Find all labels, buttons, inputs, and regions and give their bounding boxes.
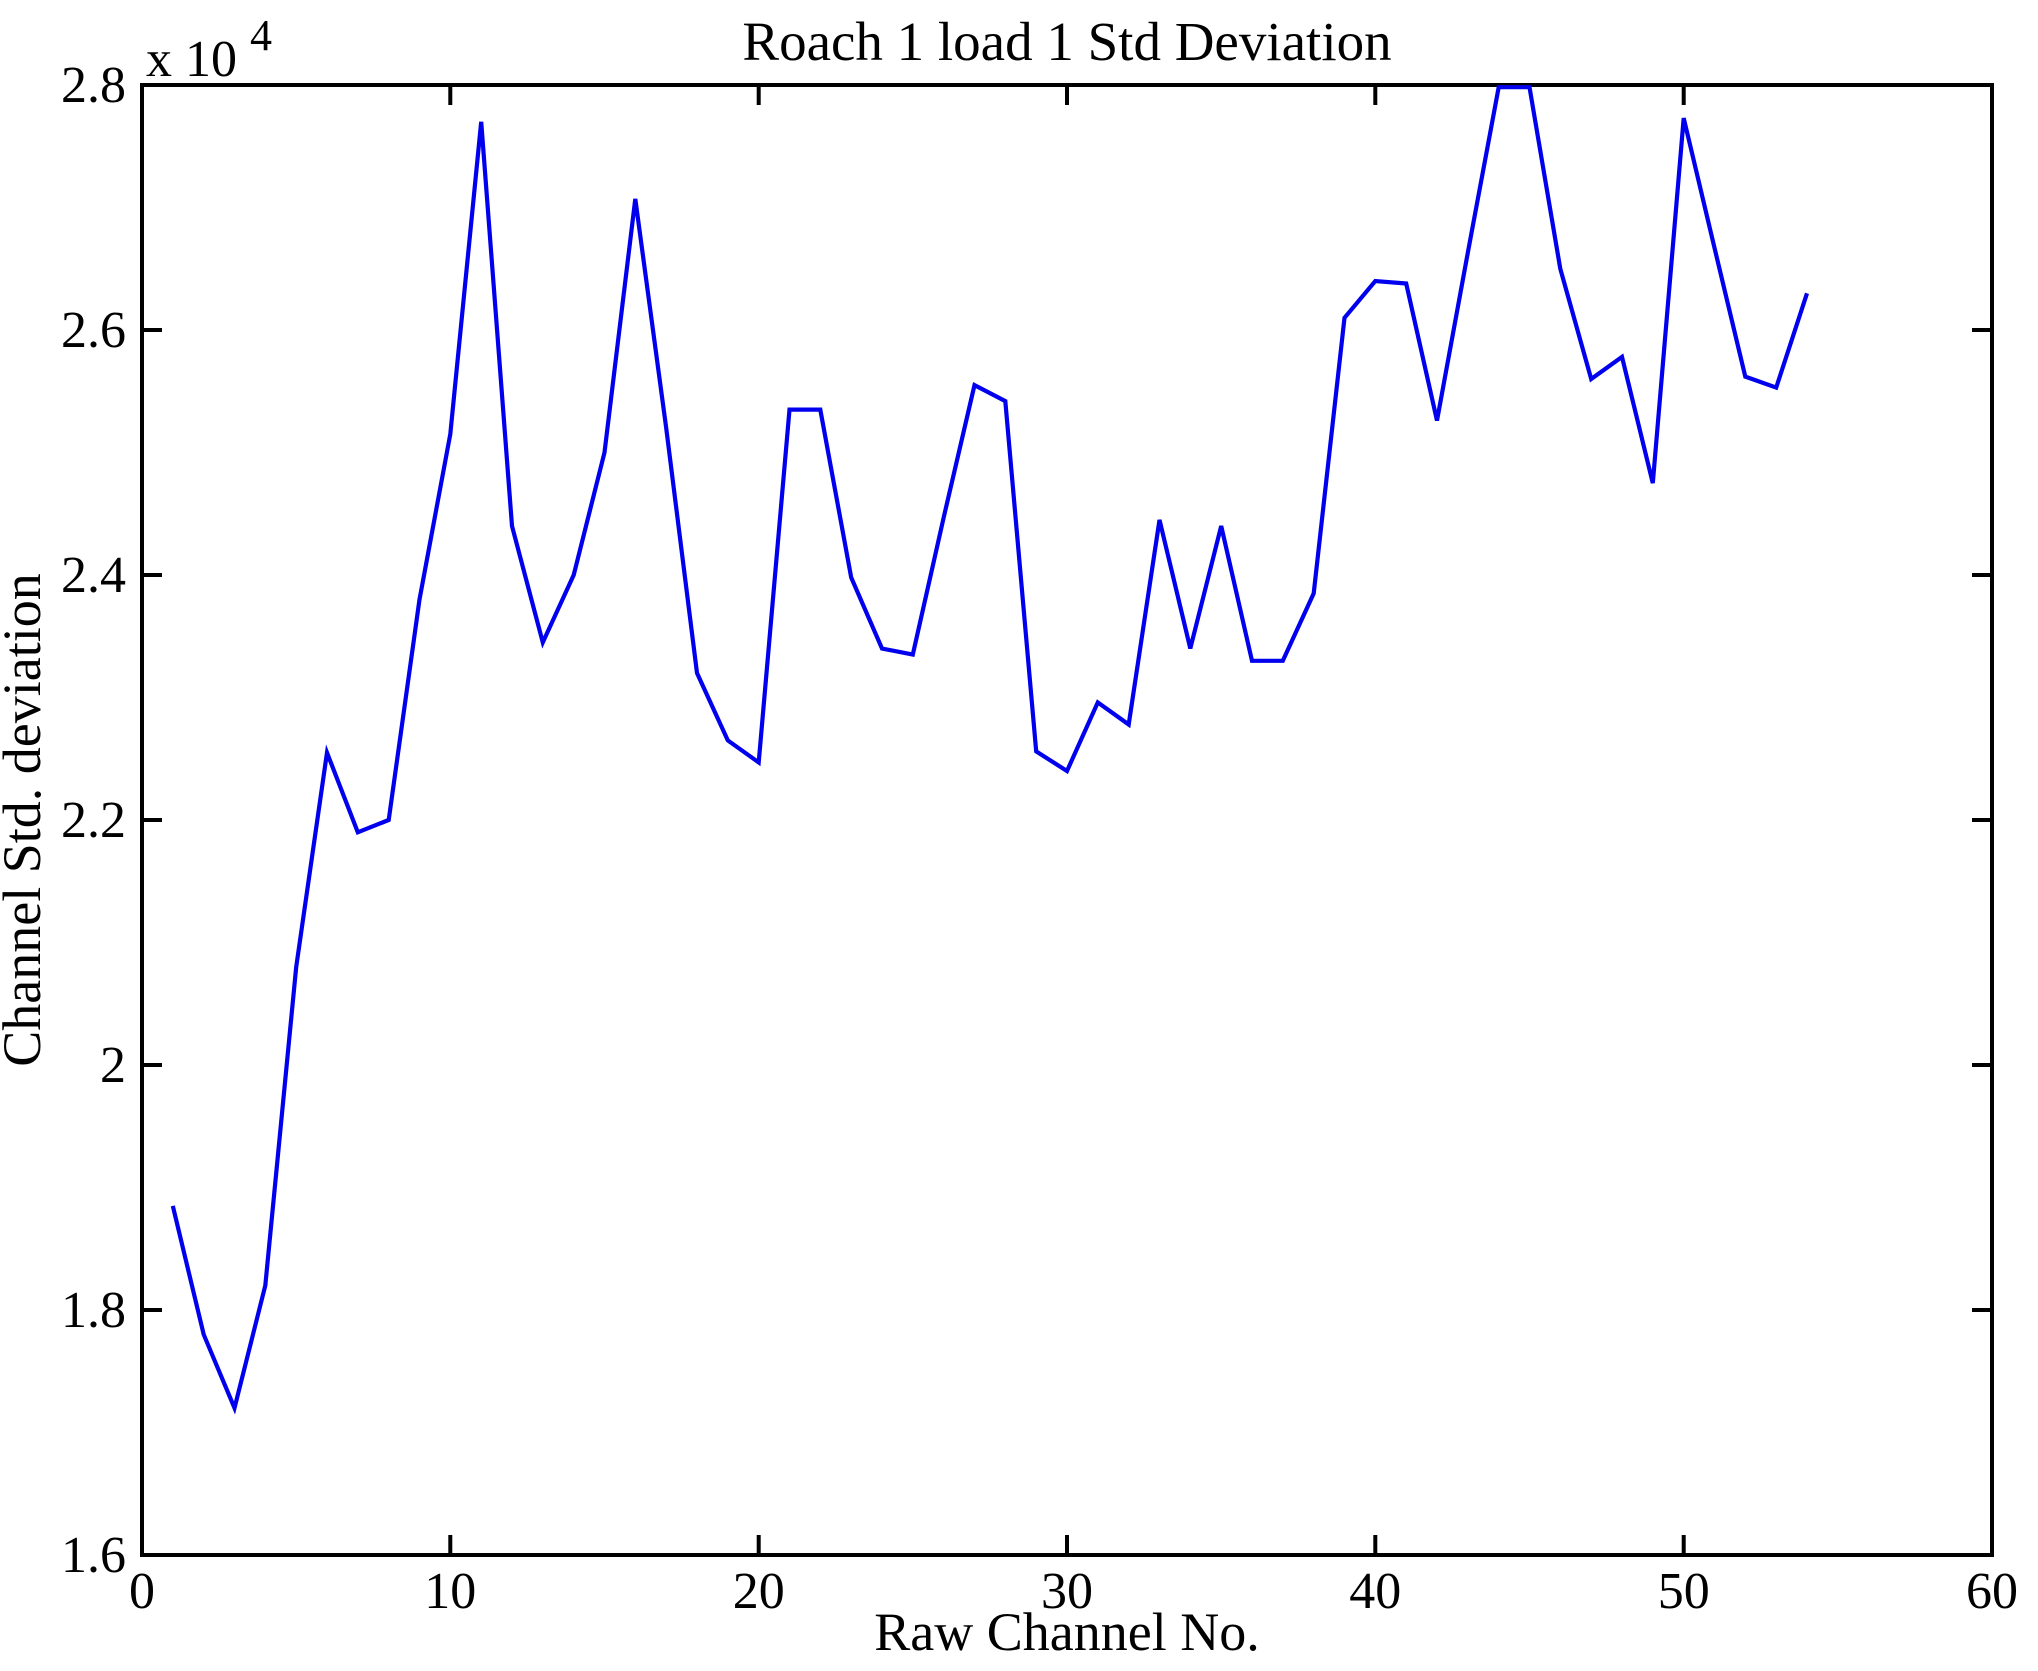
y-tick-label: 1.8 [61,1282,126,1339]
x-tick-label: 30 [1041,1563,1093,1620]
x-tick-label: 20 [733,1563,785,1620]
x-tick-label: 0 [129,1563,155,1620]
x-tick-label: 50 [1658,1563,1710,1620]
y-axis-multiplier: x 10 4 [146,11,272,88]
x-tick-label: 40 [1349,1563,1401,1620]
x-tick-label: 60 [1966,1563,2018,1620]
y-tick-label: 1.6 [61,1527,126,1584]
chart-layer: 0 10 20 30 40 50 60 1.6 1.8 2 2.2 2.4 2.6 2.8 [61,57,2018,1620]
y-axis-multiplier-exponent: 4 [250,11,272,60]
y-axis-label: Channel Std. deviation [0,573,52,1066]
y-axis-multiplier-base: x 10 [146,31,237,88]
y-tick-label: 2.6 [61,302,126,359]
data-line [170,85,1809,1415]
y-tick-label: 2.2 [61,792,126,849]
y-tick-label: 2.8 [61,57,126,114]
x-axis-label: Raw Channel No. [874,1602,1259,1662]
plot-box-border [140,83,1994,1557]
y-tick-label: 2 [100,1037,126,1094]
chart-title: Roach 1 load 1 Std Deviation [742,11,1391,72]
y-tick-label: 2.4 [61,547,126,604]
x-tick-label: 10 [424,1563,476,1620]
